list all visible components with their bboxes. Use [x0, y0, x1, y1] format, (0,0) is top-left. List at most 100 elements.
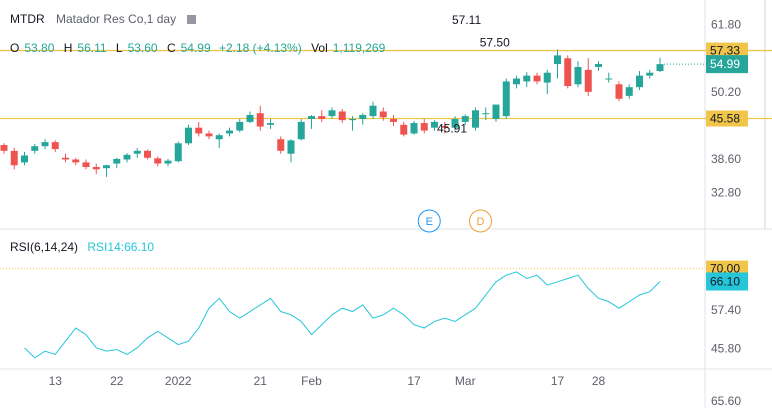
candle-body	[133, 150, 141, 154]
candle-body	[72, 159, 80, 163]
rsi-tick-label: 57.40	[711, 303, 741, 317]
candle-body	[410, 123, 418, 134]
rsi-tick-label: 45.80	[711, 342, 741, 356]
candle-body	[338, 111, 346, 121]
candle-body	[236, 121, 244, 131]
price-level-label: 45.58	[710, 112, 740, 126]
candle-body	[472, 110, 479, 128]
candle-body	[226, 130, 233, 134]
candle-body	[595, 64, 602, 67]
candle-body	[482, 113, 490, 115]
candle-body	[164, 160, 172, 164]
candle-body	[246, 114, 254, 122]
price-level-badge	[706, 110, 748, 127]
volume-value: 1,119,269	[332, 41, 386, 55]
candle-body	[359, 114, 367, 119]
candle-body	[215, 135, 223, 140]
close-key: C	[166, 41, 176, 55]
candle-body	[62, 157, 69, 160]
candle-body	[287, 140, 295, 154]
candle-body	[451, 119, 459, 128]
time-tick-label: Feb	[301, 374, 322, 388]
symbol-description: Matador Res Co,1 day	[56, 12, 177, 26]
candle-body	[185, 127, 192, 144]
candle-body	[113, 158, 121, 164]
candle-body	[51, 142, 59, 150]
last-price-label: 54.99	[710, 57, 740, 71]
candle-body	[625, 87, 633, 96]
rsi-legend: RSI(6,14,24) RSI14:66.10	[10, 240, 154, 254]
candle-body	[297, 121, 305, 140]
candle-body	[420, 123, 428, 131]
earnings-marker	[417, 209, 441, 233]
candle-body	[41, 142, 49, 147]
close-value: 54.99	[180, 41, 211, 55]
low-value: 53.60	[127, 41, 158, 55]
candle-body	[431, 121, 438, 128]
open-key: O	[10, 41, 20, 55]
rsi-last-badge	[706, 272, 748, 291]
candle-body	[369, 105, 377, 117]
candle-body	[543, 72, 551, 83]
high-key: H	[63, 41, 73, 55]
candle-body	[349, 119, 356, 121]
time-tick-label: 17	[551, 374, 565, 388]
low-key: L	[115, 41, 123, 55]
candle-body	[379, 111, 387, 118]
bottom-axis-value: 65.60	[711, 394, 741, 408]
rsi-last-label: 66.10	[710, 274, 740, 288]
rsi-name[interactable]: RSI(6,14,24)	[10, 240, 79, 254]
ohlc-legend: O 53.80 H 56.11 L 53.60 C 54.99 +2.18 (+4.13…	[10, 41, 385, 55]
price-tick-label: 61.80	[711, 18, 741, 32]
event-marker-label: E	[426, 216, 433, 228]
candle-body	[328, 110, 336, 117]
candle-body	[390, 119, 397, 122]
candle-body	[492, 104, 500, 119]
candle-body	[615, 84, 623, 99]
candle-body	[584, 69, 592, 92]
change-value: +2.18 (+4.13%)	[218, 41, 302, 55]
floating-price-label: 57.11	[452, 13, 481, 27]
event-marker-label: D	[477, 216, 485, 228]
time-tick-label: Mar	[455, 374, 476, 388]
price-level-label: 57.33	[710, 44, 740, 58]
candle-body	[400, 124, 408, 135]
candle-body	[123, 154, 131, 160]
candle-body	[103, 165, 110, 169]
high-value: 56.11	[77, 41, 107, 55]
price-tick-label: 50.20	[711, 85, 741, 99]
candle-body	[564, 58, 572, 87]
candle-body	[318, 116, 326, 119]
rsi-series-line	[24, 271, 661, 359]
price-tick-label: 38.60	[711, 152, 741, 166]
price-level-badge	[706, 42, 748, 59]
candle-body	[502, 81, 510, 117]
time-tick-label: 13	[49, 374, 63, 388]
candle-body	[636, 75, 643, 88]
candle-body	[31, 146, 39, 151]
rsi-value: RSI14:66.10	[87, 240, 155, 254]
candle-body	[461, 116, 469, 122]
candle-body	[144, 150, 151, 158]
last-price-badge	[706, 55, 748, 74]
candle-body	[21, 155, 28, 163]
candle-body	[656, 64, 664, 71]
candle-body	[0, 145, 8, 151]
candle-body	[574, 66, 582, 85]
candle-body	[154, 158, 162, 164]
time-tick-label: 28	[592, 374, 606, 388]
candle-body	[308, 116, 315, 119]
symbol-label[interactable]: MTDR	[10, 12, 45, 26]
menu-square-icon[interactable]	[187, 15, 197, 24]
candle-body	[256, 113, 264, 127]
symbol-header: MTDR Matador Res Co,1 day	[10, 12, 197, 26]
candle-body	[205, 133, 213, 137]
candle-body	[82, 162, 90, 168]
rsi-level-label: 70.00	[710, 262, 740, 276]
time-tick-label: 22	[110, 374, 124, 388]
price-annotation: 57.50	[480, 36, 510, 50]
candle-body	[523, 75, 531, 82]
candle-body	[554, 55, 561, 65]
time-tick-label: 21	[254, 374, 268, 388]
